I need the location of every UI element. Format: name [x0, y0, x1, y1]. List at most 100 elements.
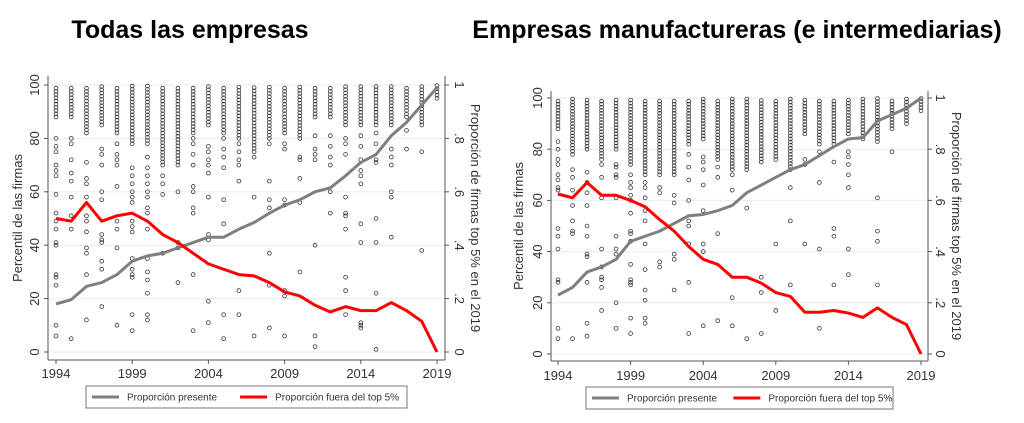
scatter-point	[190, 184, 196, 189]
scatter-point	[114, 111, 120, 117]
scatter-point	[700, 130, 706, 136]
scatter-point	[251, 104, 257, 110]
scatter-point	[84, 176, 89, 181]
y-axis-title-right: Proporción de firmas top 5% en el 2019	[468, 104, 483, 332]
scatter-point	[145, 205, 150, 211]
scatter-point	[129, 272, 135, 277]
scatter-point	[817, 111, 822, 116]
scatter-point	[584, 233, 590, 239]
scatter-point	[831, 138, 837, 144]
scatter-point	[206, 116, 211, 121]
scatter-point	[729, 130, 735, 136]
scatter-point	[297, 107, 303, 112]
scatter-point	[729, 118, 735, 123]
scatter-point	[190, 272, 196, 277]
scatter-point	[657, 259, 662, 265]
scatter-point	[175, 101, 181, 107]
scatter-point	[657, 117, 662, 122]
scatter-point	[145, 112, 150, 118]
scatter-point	[570, 187, 575, 193]
scatter-point	[657, 160, 662, 165]
scatter-point	[297, 129, 303, 135]
scatter-point	[68, 157, 74, 163]
scatter-point	[236, 141, 242, 147]
scatter-point	[175, 92, 181, 97]
scatter-point	[628, 156, 633, 161]
scatter-point	[145, 317, 150, 323]
scatter-point	[802, 131, 808, 137]
scatter-point	[642, 169, 648, 175]
scatter-point	[282, 333, 287, 339]
scatter-point	[729, 172, 735, 178]
scatter-point	[584, 203, 590, 208]
scatter-point	[99, 122, 105, 128]
scatter-point	[555, 101, 561, 107]
scatter-point	[221, 121, 226, 126]
scatter-point	[875, 102, 880, 107]
scatter-point	[817, 132, 822, 138]
scatter-point	[788, 145, 793, 151]
scatter-point	[68, 85, 74, 91]
scatter-point	[744, 142, 750, 148]
scatter-point	[160, 159, 165, 165]
scatter-point	[373, 106, 379, 112]
scatter-point	[555, 246, 561, 252]
scatter-point	[613, 134, 619, 140]
scatter-point	[613, 116, 619, 121]
scatter-point	[312, 157, 318, 163]
scatter-point	[358, 106, 364, 112]
scatter-point	[715, 175, 721, 180]
scatter-point	[642, 101, 648, 107]
scatter-point	[53, 95, 59, 101]
scatter-point	[129, 122, 135, 127]
scatter-point	[657, 157, 662, 162]
scatter-point	[53, 240, 59, 245]
scatter-point	[788, 127, 793, 133]
scatter-point	[715, 154, 721, 159]
scatter-point	[145, 86, 150, 92]
scatter-point	[642, 104, 648, 110]
scatter-point	[99, 304, 105, 309]
scatter-point	[773, 141, 779, 147]
scatter-point	[388, 90, 394, 96]
scatter-points	[555, 96, 924, 341]
scatter-point	[889, 126, 895, 132]
scatter-point	[671, 172, 677, 178]
scatter-point	[599, 126, 604, 132]
scatter-point	[145, 96, 150, 102]
scatter-point	[388, 189, 394, 195]
scatter-point	[388, 97, 394, 102]
scatter-point	[904, 96, 909, 102]
scatter-point	[251, 111, 257, 116]
scatter-point	[570, 175, 575, 180]
y-tick-label-right: 1	[452, 81, 467, 88]
scatter-point	[267, 325, 272, 331]
scatter-point	[671, 144, 677, 150]
scatter-point	[700, 121, 706, 126]
scatter-point	[236, 107, 242, 112]
scatter-point	[145, 93, 150, 98]
scatter-point	[53, 333, 59, 339]
scatter-point	[788, 185, 793, 190]
x-tick-label: 2009	[270, 366, 299, 381]
scatter-point	[206, 320, 211, 325]
scatter-point	[788, 155, 793, 160]
scatter-point	[251, 91, 257, 97]
scatter-point	[282, 127, 287, 133]
scatter-point	[671, 169, 677, 175]
scatter-point	[267, 136, 272, 141]
scatter-point	[221, 197, 226, 203]
scatter-point	[846, 125, 851, 130]
scatter-point	[758, 135, 764, 140]
scatter-point	[84, 160, 89, 165]
scatter-point	[114, 226, 120, 232]
scatter-point	[729, 96, 735, 102]
scatter-point	[221, 221, 226, 227]
scatter-point	[715, 157, 721, 162]
scatter-point	[145, 109, 150, 114]
scatter-point	[53, 282, 59, 288]
scatter-point	[99, 162, 105, 168]
scatter-point	[686, 280, 691, 285]
scatter-point	[846, 272, 851, 277]
scatter-point	[328, 95, 333, 101]
